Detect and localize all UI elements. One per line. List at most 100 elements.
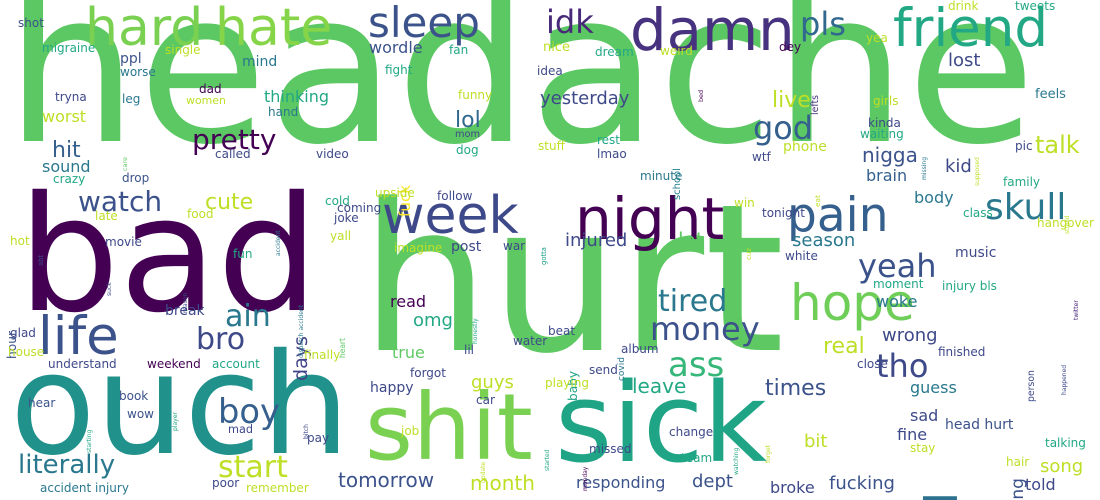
word-send: send	[589, 363, 618, 377]
word-mind: mind	[242, 54, 278, 70]
word-honestly: honestly	[472, 318, 479, 344]
word-wordle: wordle	[369, 38, 423, 57]
word-joke: joke	[334, 211, 359, 225]
word-bad: bad	[18, 162, 319, 348]
word-god: god	[753, 109, 814, 147]
word-month: month	[470, 471, 535, 495]
word-ass: ass	[668, 345, 725, 385]
word-starting: starting	[86, 430, 93, 454]
word-food: food	[187, 207, 214, 221]
word-money: money	[650, 310, 760, 348]
word-win: win	[734, 196, 755, 210]
word-bro: bro	[196, 322, 246, 357]
word-yall: yall	[330, 229, 352, 243]
word-phone: phone	[783, 139, 827, 155]
word-damn: damn	[630, 0, 795, 64]
word-single: single	[165, 43, 201, 57]
word-dad: dad	[199, 82, 222, 96]
word-gotta: gotta	[540, 247, 548, 265]
word-talk: talk	[1035, 131, 1080, 159]
word-sleep: sleep	[368, 0, 480, 47]
word-funny: funny	[458, 88, 493, 102]
word-beat: beat	[548, 324, 576, 338]
word-lefts: lefts	[810, 95, 821, 115]
word-omg: omg	[413, 310, 453, 331]
word-body: body	[914, 188, 954, 207]
word-crazy: crazy	[53, 172, 86, 186]
word-mom: mom	[455, 129, 480, 140]
word-moment: moment	[873, 277, 924, 291]
word-care: care	[121, 157, 129, 171]
word-family: family	[1003, 175, 1041, 189]
word-literally: literally	[18, 450, 116, 480]
word-bed: bed	[697, 89, 705, 102]
word-watch: watch	[78, 185, 163, 218]
word-book: book	[119, 389, 149, 403]
word-change: change	[669, 425, 714, 439]
word-update: update	[480, 461, 487, 484]
word-shot: shot	[18, 16, 44, 30]
word-remember: remember	[246, 481, 309, 495]
word-suck: suck	[106, 281, 113, 296]
word-shit: shit	[365, 374, 533, 481]
word-worst: worst	[42, 107, 87, 126]
word-covid: covid	[617, 357, 627, 381]
word-girls: girls	[873, 94, 899, 108]
word-accident: accident	[275, 230, 282, 256]
word-dey: dey	[779, 40, 802, 54]
word-abt: abt	[37, 255, 45, 266]
word-finished: finished	[938, 345, 986, 359]
word-tonight: tonight	[762, 206, 805, 220]
word-hate: hate	[215, 0, 333, 58]
word-ouch: ouch	[10, 323, 350, 486]
word-accident-injury: accident injury	[40, 481, 129, 495]
word-start: start	[218, 450, 288, 485]
word-tryna: tryna	[55, 90, 87, 104]
word-fine: fine	[897, 425, 928, 444]
word-brain: brain	[866, 166, 908, 185]
word-music: music	[955, 245, 997, 261]
word-responding: responding	[576, 473, 666, 492]
word-video: video	[316, 147, 349, 161]
word-sound: sound	[42, 157, 91, 176]
word-drop: drop	[122, 171, 150, 185]
word-lol: lol	[455, 108, 481, 133]
word-sad: sad	[910, 406, 939, 425]
word-live: live	[772, 88, 811, 113]
word-injured: injured	[565, 230, 628, 251]
word-job: job	[401, 424, 420, 438]
word-hurt: hurt	[360, 161, 785, 399]
word-skull: skull	[985, 187, 1067, 228]
word-fun: fun	[233, 247, 253, 261]
word-forgot: forgot	[410, 366, 446, 380]
word-movie: movie	[105, 235, 142, 249]
word-yea: yea	[866, 31, 888, 45]
word-cute: cute	[205, 190, 254, 215]
word-house: house	[8, 345, 45, 359]
word-coming: coming	[337, 201, 382, 215]
word-sick: sick	[555, 359, 768, 487]
word-talking: talking	[1045, 436, 1086, 450]
word-called: called	[215, 147, 251, 161]
word-hand: hand	[268, 105, 299, 119]
word-kid: kid	[945, 156, 972, 177]
word-car: car	[476, 393, 495, 407]
word-told: told	[1025, 475, 1056, 494]
word-migraine: migraine	[42, 41, 96, 55]
word-pain: pain	[787, 188, 889, 243]
word-minute: minute	[640, 169, 683, 183]
word-tomorrow: tomorrow	[338, 468, 435, 492]
word-weird: weird	[660, 44, 693, 58]
word-wtf: wtf	[752, 150, 771, 164]
word-war: war	[503, 239, 526, 253]
word-true: true	[392, 343, 425, 362]
word-woke: woke	[876, 292, 918, 311]
word-started: started	[544, 449, 551, 472]
word-missing: missing	[921, 156, 928, 181]
word-kinda: kinda	[868, 116, 901, 130]
word-account: account	[212, 357, 260, 371]
word-lost: lost	[948, 50, 981, 71]
word-follow: follow	[437, 189, 473, 203]
word-leave: leave	[632, 374, 687, 398]
word-post: post	[451, 239, 482, 255]
